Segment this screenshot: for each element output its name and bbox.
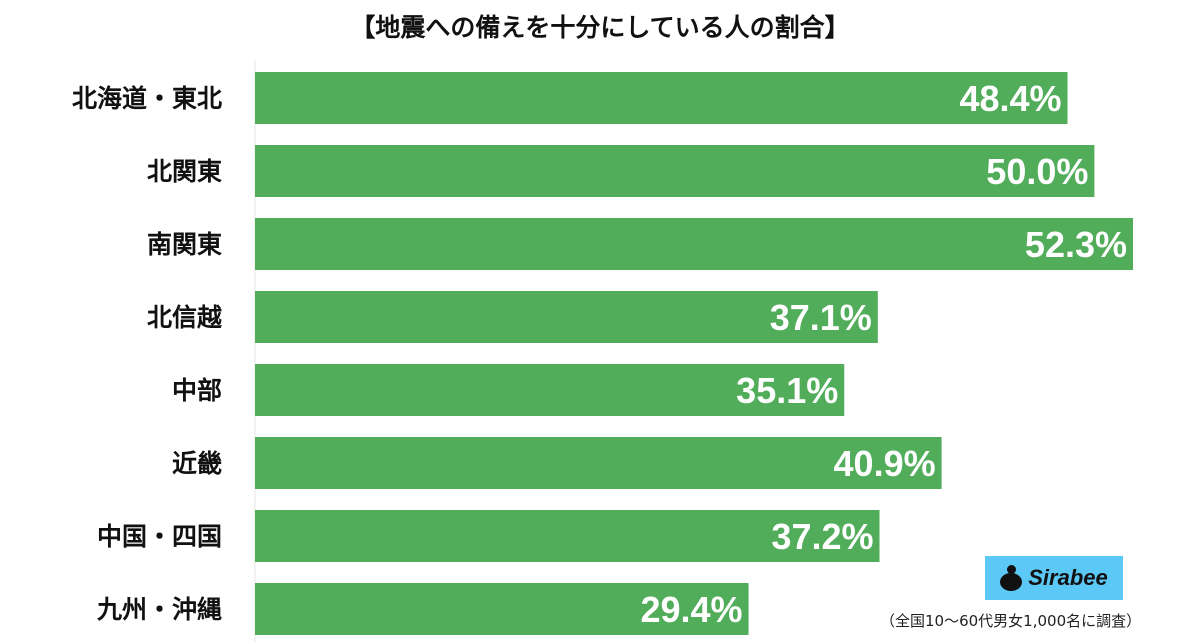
value-label: 48.4%: [959, 78, 1061, 119]
value-label: 29.4%: [640, 589, 742, 630]
bar: [255, 583, 749, 635]
bar: [255, 437, 942, 489]
survey-note: （全国10〜60代男女1,000名に調査）: [880, 612, 1142, 630]
value-label: 37.1%: [770, 297, 872, 338]
sirabee-logo: Sirabee: [985, 556, 1123, 600]
bar: [255, 218, 1133, 270]
value-label: 35.1%: [736, 370, 838, 411]
category-label: 九州・沖縄: [96, 595, 222, 624]
category-label: 近畿: [172, 449, 222, 478]
chart-title: 【地震への備えを十分にしている人の割合】: [350, 13, 850, 42]
category-label: 北海道・東北: [72, 84, 222, 113]
bar: [255, 510, 880, 562]
category-label: 北信越: [147, 303, 223, 332]
logo-mark-icon: [1000, 565, 1023, 591]
category-label: 北関東: [147, 157, 222, 186]
value-label: 40.9%: [834, 443, 936, 484]
value-label: 50.0%: [986, 151, 1088, 192]
bar: [255, 291, 878, 343]
value-label: 52.3%: [1025, 224, 1127, 265]
category-label: 南関東: [147, 230, 222, 259]
category-label: 中国・四国: [97, 522, 222, 551]
bar: [255, 72, 1068, 124]
logo-text: Sirabee: [1028, 565, 1108, 590]
bar: [255, 145, 1095, 197]
category-label: 中部: [172, 376, 222, 405]
value-label: 37.2%: [771, 516, 873, 557]
bar: [255, 364, 845, 416]
